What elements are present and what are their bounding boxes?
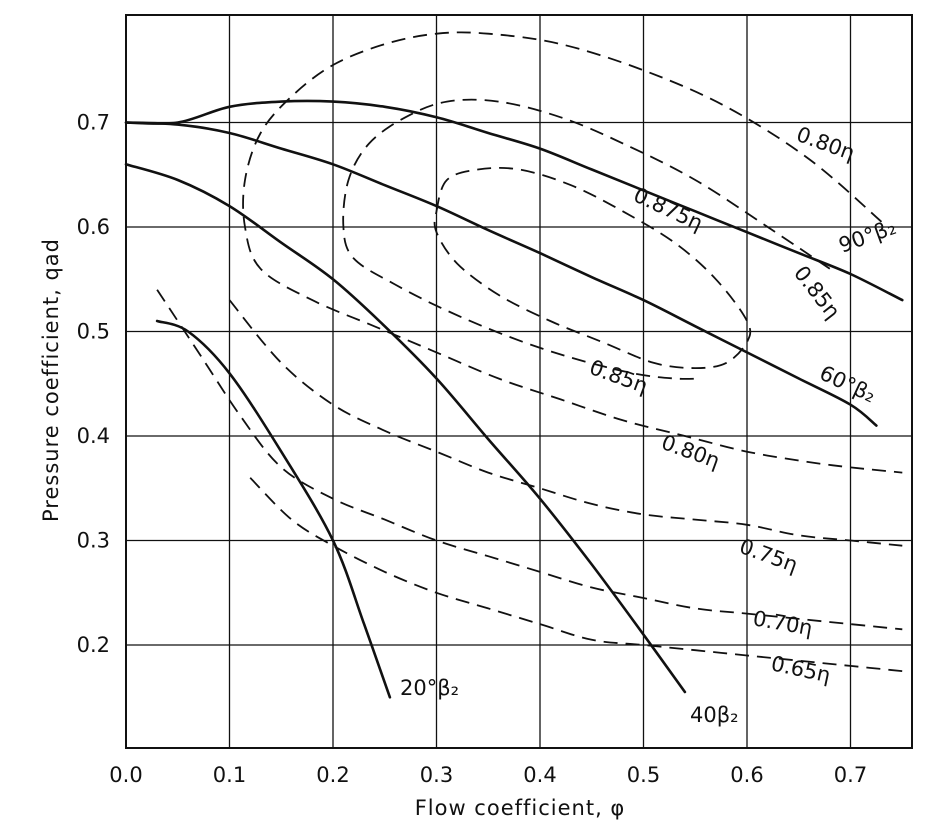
y-tick-label: 0.4 — [77, 424, 110, 448]
annotation-label: 0.85η — [586, 355, 651, 398]
blade-curve-1 — [124, 121, 878, 427]
efficiency-curve-3 — [228, 299, 903, 547]
annotation-label: 60°β₂ — [816, 361, 880, 408]
efficiency-curve-5 — [249, 477, 903, 672]
x-tick-label: 0.2 — [316, 763, 349, 787]
gridlines — [126, 15, 912, 748]
plot-frame — [125, 14, 913, 749]
x-tick-labels: 0.0 0.1 0.2 0.3 0.4 0.5 0.6 0.7 — [109, 763, 867, 787]
efficiency-curve-4 — [156, 289, 903, 631]
y-tick-label: 0.2 — [77, 633, 110, 657]
efficiency-curve-2 — [433, 166, 752, 370]
efficiency-curve-0 — [242, 31, 903, 474]
x-tick-label: 0.0 — [109, 763, 142, 787]
x-axis-title: Flow coefficient, φ — [415, 796, 626, 820]
blade-curve-2 — [124, 163, 687, 694]
y-tick-label: 0.6 — [77, 215, 110, 239]
y-tick-labels: 0.2 0.3 0.4 0.5 0.6 0.7 — [77, 111, 110, 658]
x-tick-label: 0.4 — [523, 763, 556, 787]
y-tick-label: 0.5 — [77, 320, 110, 344]
y-axis-title: Pressure coefficient, qad — [39, 238, 63, 522]
x-tick-label: 0.6 — [730, 763, 763, 787]
annotation-label: 90°β₂ — [836, 215, 900, 258]
annotation-label: 0.65η — [769, 651, 833, 687]
x-tick-label: 0.1 — [213, 763, 246, 787]
x-tick-label: 0.5 — [627, 763, 660, 787]
x-tick-label: 0.3 — [420, 763, 453, 787]
y-tick-label: 0.3 — [77, 529, 110, 553]
annotation-label: 0.85η — [789, 261, 845, 323]
annotation-label: 0.70η — [751, 606, 814, 640]
annotation-label: 0.80η — [793, 122, 858, 165]
blade-curve-0 — [124, 99, 904, 302]
x-tick-label: 0.7 — [834, 763, 867, 787]
efficiency-curve-1 — [342, 98, 831, 380]
y-tick-label: 0.7 — [77, 111, 110, 135]
annotation-label: 20°β₂ — [400, 676, 459, 700]
blade-curve-3 — [155, 319, 392, 699]
annotation-label: 40β₂ — [690, 703, 739, 727]
curves — [124, 31, 904, 699]
